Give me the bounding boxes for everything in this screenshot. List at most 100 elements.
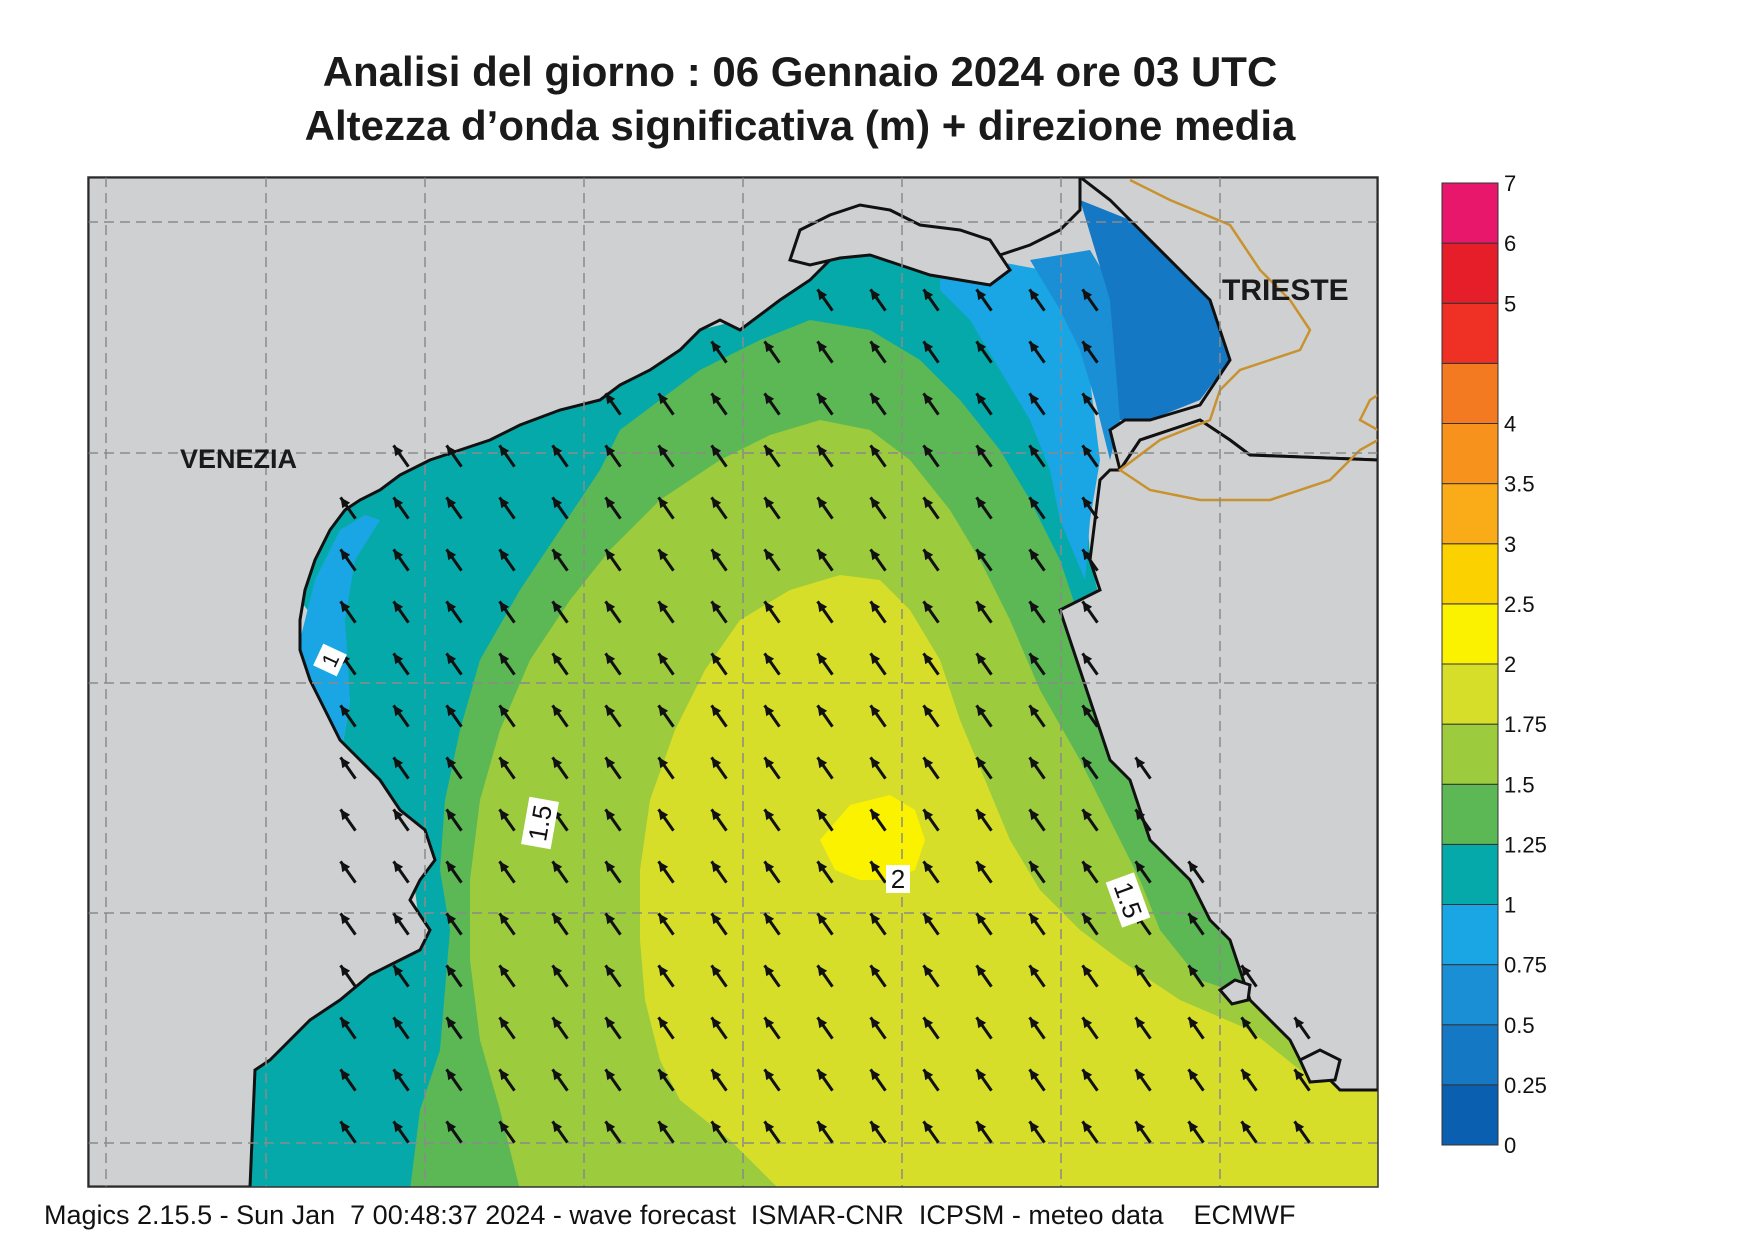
- direction-arrow-head: [1029, 757, 1040, 769]
- island-east-small: [1298, 1048, 1342, 1084]
- direction-arrow-head: [340, 497, 351, 509]
- direction-arrow-head: [1188, 1017, 1199, 1029]
- direction-arrow-head: [1029, 653, 1040, 665]
- direction-arrow-head: [552, 913, 563, 925]
- colorbar-tick-label: 5: [1504, 291, 1516, 316]
- direction-arrow-head: [976, 549, 987, 561]
- colorbar-tick-label: 4: [1504, 412, 1516, 437]
- direction-arrow-head: [393, 1069, 404, 1081]
- direction-arrow-head: [870, 653, 881, 665]
- direction-arrow-head: [870, 861, 881, 873]
- direction-arrow-head: [552, 965, 563, 977]
- direction-arrow-head: [605, 861, 616, 873]
- direction-arrow-head: [817, 757, 828, 769]
- direction-arrow-head: [1029, 341, 1040, 353]
- colorbar-swatch: [1441, 904, 1499, 966]
- direction-arrow-head: [976, 341, 987, 353]
- direction-arrow-head: [1135, 965, 1146, 977]
- direction-arrow-head: [923, 653, 934, 665]
- direction-arrow-head: [499, 913, 510, 925]
- direction-arrow-head: [1188, 1069, 1199, 1081]
- direction-arrow-head: [340, 601, 351, 613]
- direction-arrow-head: [1241, 1069, 1252, 1081]
- direction-arrow-head: [658, 393, 669, 405]
- island-krk: [1217, 978, 1252, 1006]
- contour-label-1: 1: [313, 643, 347, 677]
- direction-arrow-head: [764, 1121, 775, 1133]
- wave-direction-arrows: [339, 288, 1311, 1144]
- direction-arrow-head: [1082, 653, 1093, 665]
- svg-text:1.5: 1.5: [522, 803, 558, 844]
- direction-arrow-head: [658, 497, 669, 509]
- direction-arrow-head: [499, 653, 510, 665]
- direction-arrow-head: [658, 757, 669, 769]
- direction-arrow-head: [1029, 445, 1040, 457]
- direction-arrow-head: [499, 1069, 510, 1081]
- direction-arrow-head: [923, 601, 934, 613]
- direction-arrow-head: [976, 757, 987, 769]
- colorbar-tick-label: 2.5: [1504, 592, 1535, 617]
- direction-arrow-head: [340, 1121, 351, 1133]
- colorbar-swatch: [1441, 783, 1499, 845]
- colorbar-tick-label: 0.5: [1504, 1013, 1535, 1038]
- direction-arrow-head: [1029, 1121, 1040, 1133]
- direction-arrow-head: [499, 497, 510, 509]
- direction-arrow-head: [870, 1121, 881, 1133]
- direction-arrow-head: [658, 1069, 669, 1081]
- colorbar-tick-label: 6: [1504, 231, 1516, 256]
- direction-arrow-head: [393, 861, 404, 873]
- direction-arrow-head: [870, 965, 881, 977]
- direction-arrow-head: [605, 1121, 616, 1133]
- direction-arrow-head: [658, 601, 669, 613]
- direction-arrow-head: [711, 1017, 722, 1029]
- direction-arrow-head: [340, 1017, 351, 1029]
- contour-label-1.5-west: 1.5: [521, 796, 559, 850]
- direction-arrow-head: [552, 549, 563, 561]
- colorbar-swatch: [1441, 1084, 1499, 1146]
- direction-arrow-head: [711, 965, 722, 977]
- direction-arrow-head: [393, 549, 404, 561]
- direction-arrow-head: [446, 809, 457, 821]
- direction-arrow-head: [976, 861, 987, 873]
- direction-arrow-head: [817, 549, 828, 561]
- direction-arrow-head: [1029, 1017, 1040, 1029]
- direction-arrow-head: [1029, 913, 1040, 925]
- direction-arrow-head: [499, 965, 510, 977]
- direction-arrow-head: [1082, 1121, 1093, 1133]
- direction-arrow-head: [764, 913, 775, 925]
- direction-arrow-head: [764, 1069, 775, 1081]
- direction-arrow-head: [1029, 1069, 1040, 1081]
- direction-arrow-head: [446, 445, 457, 457]
- direction-arrow-head: [1082, 705, 1093, 717]
- direction-arrow-head: [1135, 1121, 1146, 1133]
- direction-arrow-head: [923, 861, 934, 873]
- direction-arrow-head: [764, 341, 775, 353]
- direction-arrow-head: [1029, 549, 1040, 561]
- direction-arrow-head: [552, 497, 563, 509]
- direction-arrow-head: [1135, 1069, 1146, 1081]
- direction-arrow-head: [817, 653, 828, 665]
- direction-arrow-head: [340, 809, 351, 821]
- direction-arrow-head: [1135, 1017, 1146, 1029]
- direction-arrow-head: [340, 549, 351, 561]
- direction-arrow-head: [764, 809, 775, 821]
- direction-arrow-head: [976, 809, 987, 821]
- direction-arrow-head: [870, 601, 881, 613]
- direction-arrow-head: [817, 809, 828, 821]
- land-north-lagoon: [788, 203, 1013, 287]
- direction-arrow-head: [1082, 861, 1093, 873]
- direction-arrow-head: [711, 861, 722, 873]
- direction-arrow-head: [1188, 861, 1199, 873]
- direction-arrow-head: [711, 913, 722, 925]
- direction-arrow-head: [605, 705, 616, 717]
- direction-arrow-head: [1029, 497, 1040, 509]
- direction-arrow-head: [923, 393, 934, 405]
- direction-arrow-head: [1135, 809, 1146, 821]
- sea-band-0.75-1-northeast: [940, 255, 1100, 580]
- direction-arrow-head: [393, 965, 404, 977]
- direction-arrow-head: [923, 705, 934, 717]
- direction-arrow-head: [923, 341, 934, 353]
- sea-band-1.75-2: [640, 575, 1378, 1187]
- direction-arrow-head: [1082, 1069, 1093, 1081]
